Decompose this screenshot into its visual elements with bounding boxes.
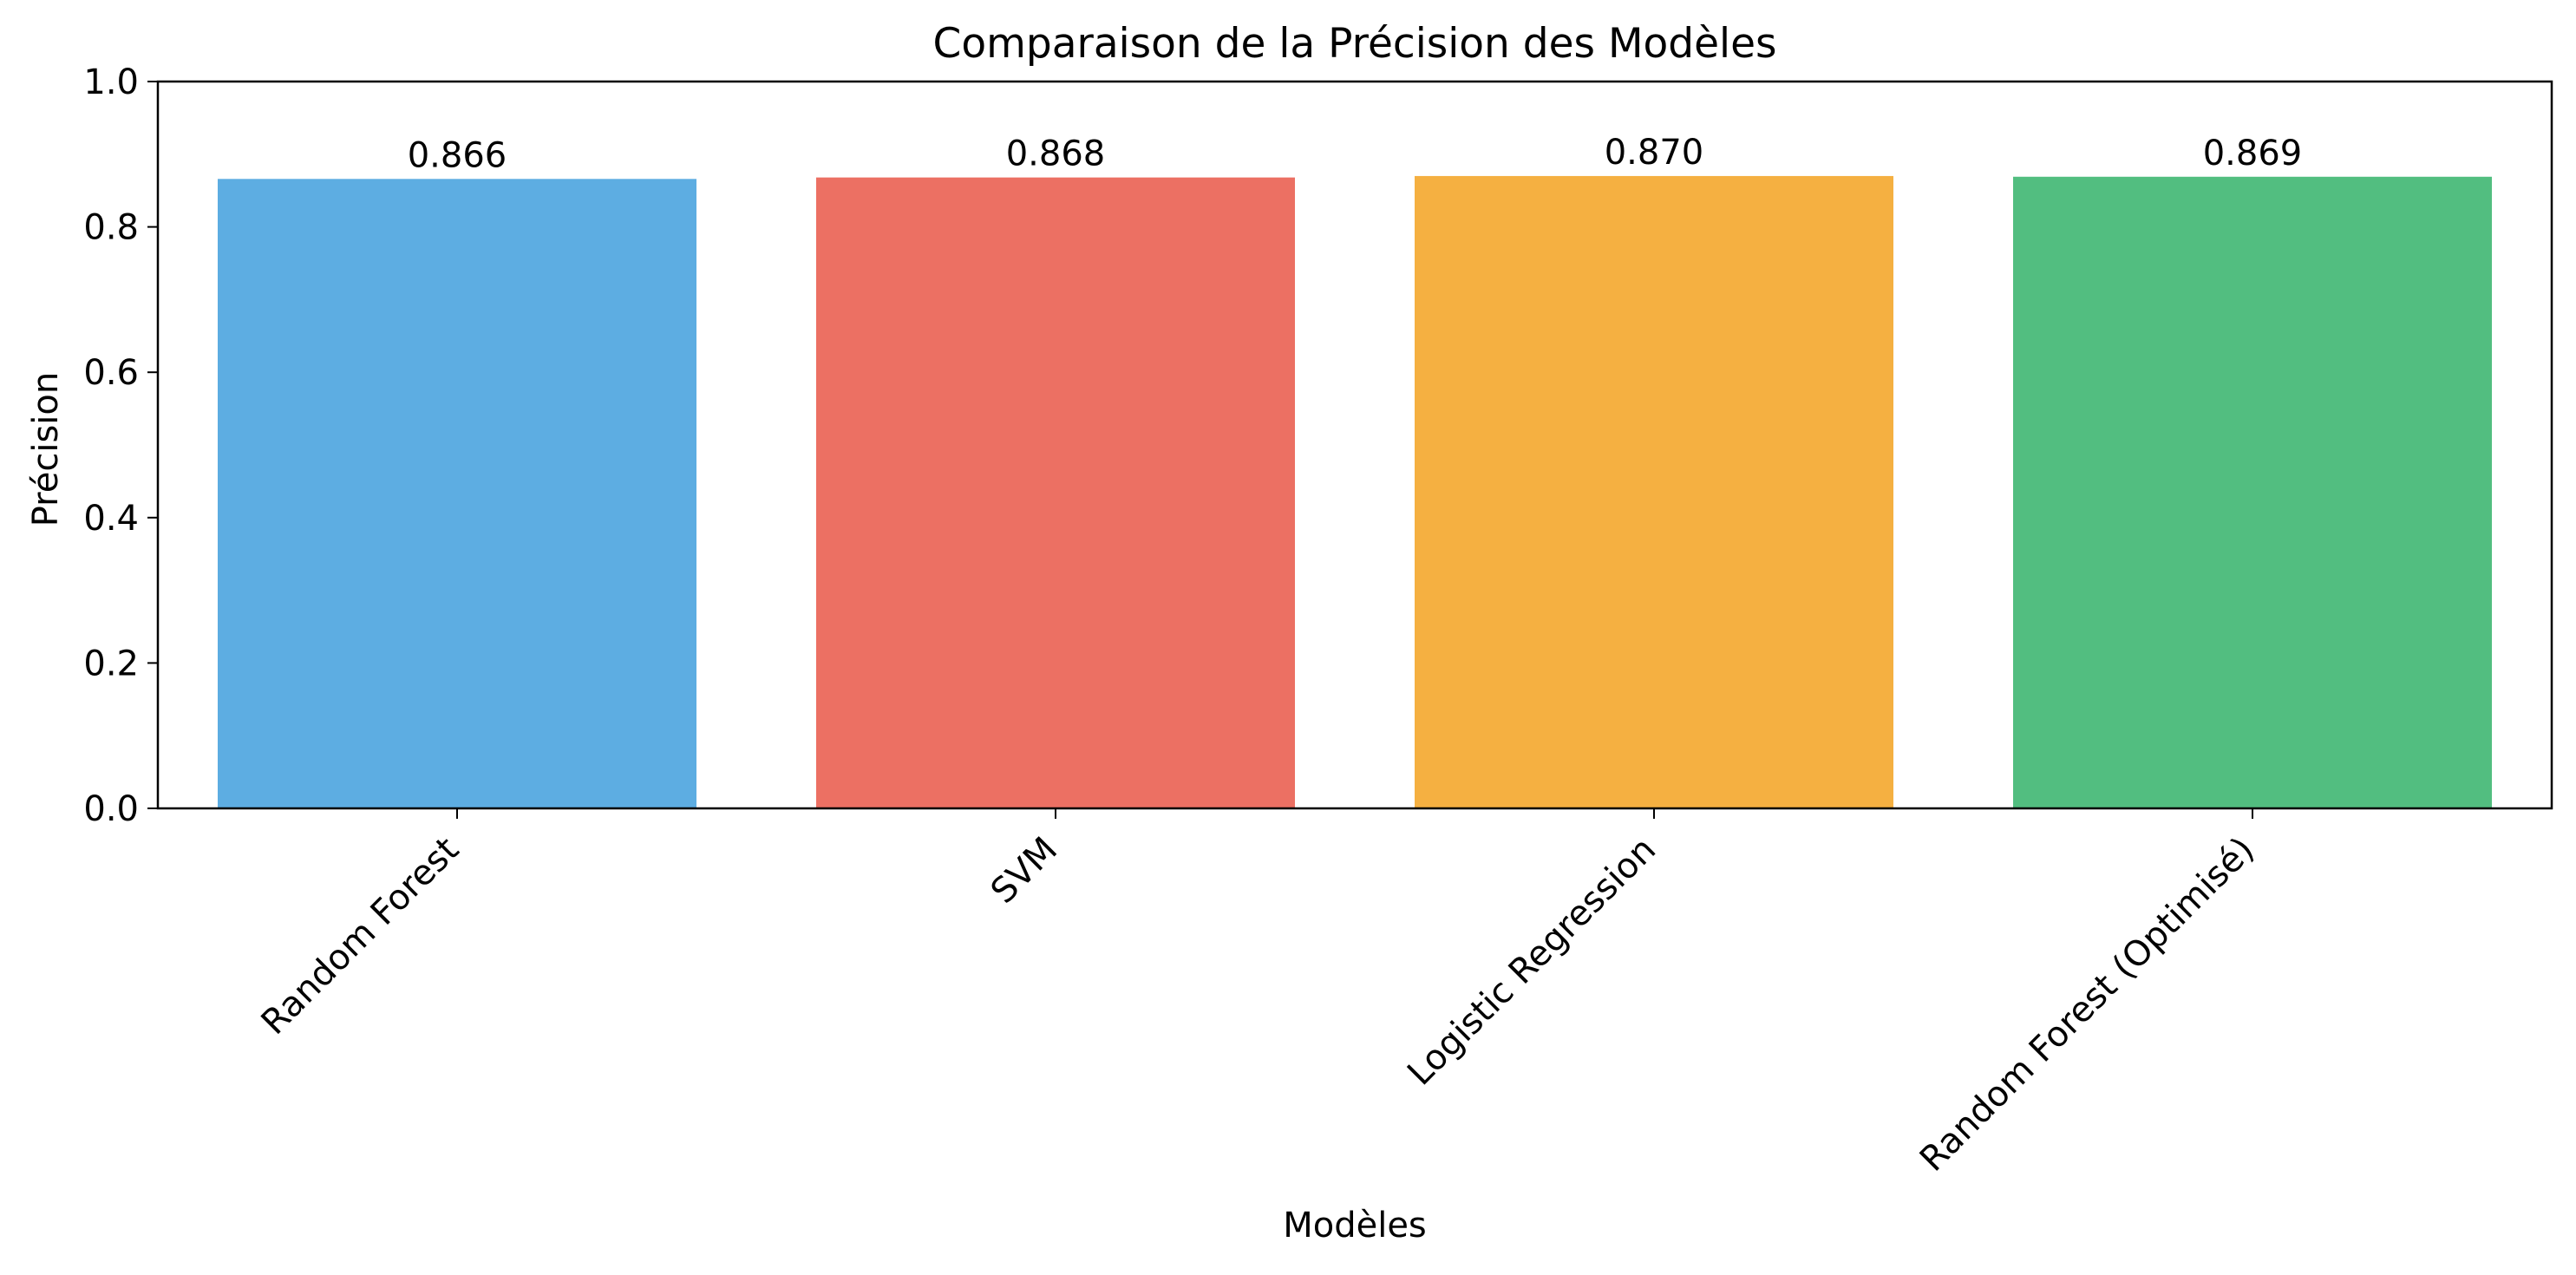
chart-title: Comparaison de la Précision des Modèles bbox=[933, 20, 1777, 68]
bar-4 bbox=[2013, 176, 2492, 808]
bar-3 bbox=[1415, 175, 1893, 808]
y-tick-label-3: 0.4 bbox=[83, 499, 139, 539]
y-tick-label-4: 0.6 bbox=[83, 353, 139, 393]
plot-area: 0.866 Random Forest 0.868 SVM 0.870 Logistic … bbox=[83, 62, 2553, 1180]
y-axis-title: Précision bbox=[26, 372, 66, 526]
y-tick-label-5: 0.8 bbox=[83, 208, 139, 248]
bar-value-label-4: 0.869 bbox=[2203, 134, 2303, 173]
x-tick-label-4: Random Forest (Optimisé) bbox=[1912, 830, 2262, 1180]
axes-frame bbox=[156, 80, 2553, 810]
x-tick-label-2: SVM bbox=[984, 830, 1065, 912]
y-tick-label-6: 1.0 bbox=[83, 62, 139, 102]
y-tick-label-1: 0.0 bbox=[83, 789, 139, 829]
y-tick-label-2: 0.2 bbox=[83, 644, 139, 683]
bar-2 bbox=[816, 177, 1295, 808]
bar-value-label-2: 0.868 bbox=[1006, 134, 1106, 174]
bar-value-label-1: 0.866 bbox=[408, 135, 507, 175]
bar-1 bbox=[218, 179, 696, 809]
bar-value-label-3: 0.870 bbox=[1605, 133, 1704, 173]
x-tick-label-1: Random Forest bbox=[254, 830, 467, 1043]
x-axis-title: Modèles bbox=[1283, 1206, 1427, 1246]
x-tick-label-3: Logistic Regression bbox=[1400, 830, 1664, 1094]
